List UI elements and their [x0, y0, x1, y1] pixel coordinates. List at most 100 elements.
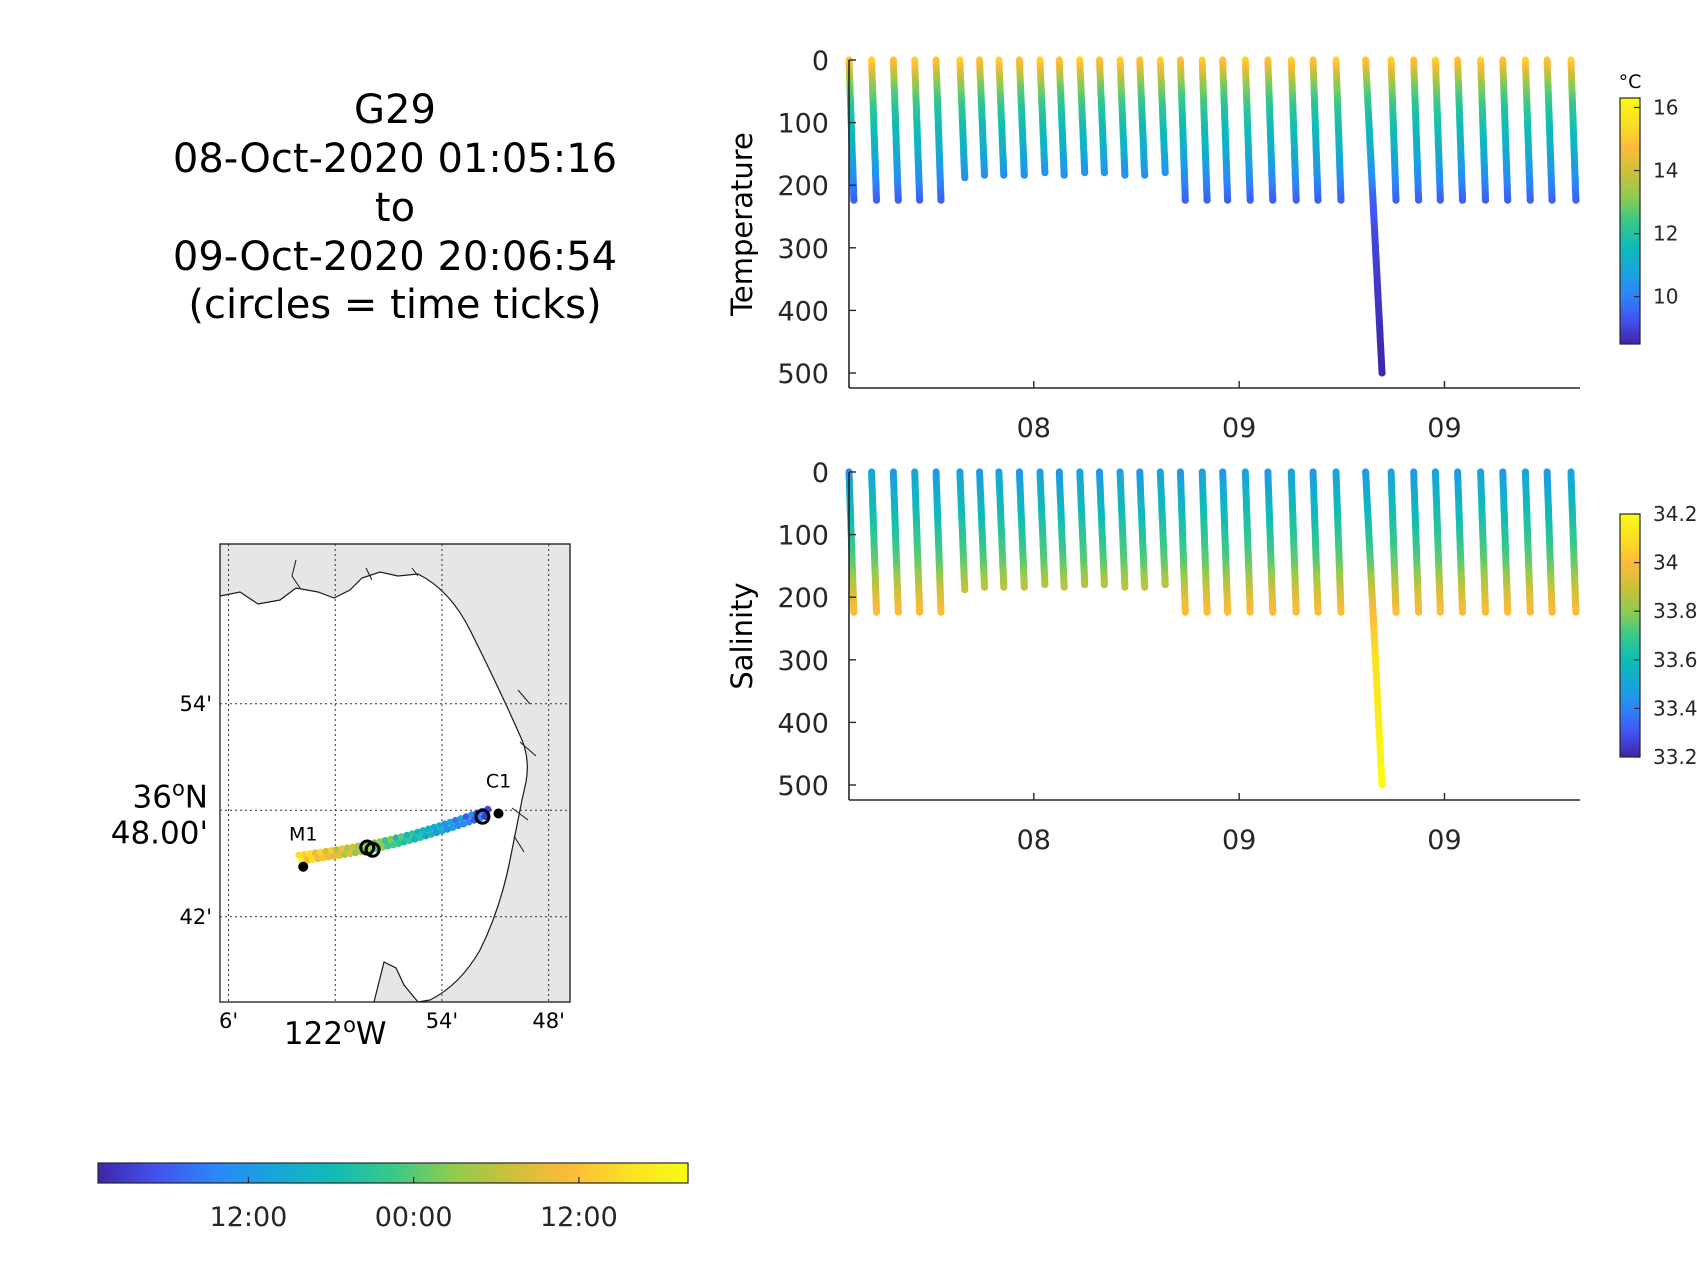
temperature-section-panel: 0 100 200 300 400 500 08 09 09 Temperature °C 1… [725, 46, 1678, 444]
sal-profile-4 [911, 468, 924, 616]
map-lat-label: 42' [180, 905, 213, 929]
station-marker-c1 [493, 808, 504, 819]
sal-sample-point [1000, 583, 1008, 591]
track-point [343, 844, 352, 852]
track-point [300, 850, 308, 859]
track-point [395, 839, 403, 848]
track-point [311, 849, 319, 857]
track-point [338, 845, 346, 853]
temp-profile-34 [1567, 56, 1580, 204]
track-point [481, 812, 489, 821]
temp-sample-point [1504, 196, 1512, 204]
temp-sample-point [1121, 171, 1129, 179]
salinity-x-ticks: 08 09 09 [1017, 793, 1462, 856]
temp-profile-33 [1543, 56, 1556, 204]
map-lat-label: 54' [180, 692, 213, 716]
sal-profile-23 [1309, 468, 1322, 616]
sal-profile-31 [1499, 468, 1512, 616]
title-note: (circles = time ticks) [188, 282, 601, 328]
temp-profile-29 [1454, 56, 1467, 204]
temp-profile-21 [1264, 56, 1277, 204]
temp-profile-4 [911, 56, 924, 204]
sal-profile-10 [1036, 468, 1049, 589]
sal-cbar-tick-label: 33.8 [1653, 599, 1697, 623]
track-point [327, 847, 335, 855]
temp-sample-point [1415, 196, 1423, 204]
track-point [349, 843, 357, 851]
temp-ytick-label: 100 [777, 109, 829, 140]
track-point [422, 832, 430, 840]
track-point [341, 850, 349, 859]
track-point [454, 822, 462, 830]
map-lon-label: 6' [219, 1009, 238, 1033]
temp-sample-point [1041, 169, 1049, 177]
track-point [411, 835, 419, 843]
title-to: to [375, 185, 415, 231]
temp-ytick-label: 300 [777, 234, 829, 265]
sal-profile-12 [1076, 468, 1089, 589]
temp-profile-30 [1477, 56, 1490, 204]
track-point [465, 818, 473, 826]
sal-sample-point [1415, 608, 1423, 616]
temp-sample-point [1436, 196, 1444, 204]
temp-profile-6 [956, 56, 969, 182]
temp-profile-31 [1499, 56, 1512, 204]
sal-profile-22 [1287, 468, 1300, 616]
sal-profile-17 [1176, 468, 1189, 616]
time-cbar-tick-label: 12:00 [540, 1202, 618, 1233]
map-stations: M1 C1 [289, 770, 511, 872]
temp-profile-5 [932, 56, 945, 204]
sal-sample-point [1121, 583, 1129, 591]
temp-profile-18 [1198, 56, 1211, 204]
temp-sample-point [1000, 171, 1008, 179]
temp-cbar-tick-label: 16 [1653, 95, 1678, 119]
sal-sample-point [961, 586, 969, 594]
sal-sample-point [1392, 608, 1400, 616]
temperature-colorbar-unit: °C [1619, 71, 1642, 93]
sal-profile-13 [1095, 468, 1108, 589]
temp-ytick-label: 0 [812, 46, 829, 77]
track-point [295, 851, 303, 859]
track-point [392, 834, 400, 842]
temp-ytick-label: 500 [777, 359, 829, 390]
sal-sample-point [980, 583, 989, 591]
temp-profile-17 [1176, 56, 1189, 204]
sal-profile-19 [1219, 468, 1232, 616]
track-point [316, 848, 325, 856]
map-longitude-labels: 6' 122oW 54' 48' [219, 1009, 565, 1052]
sal-ytick-label: 0 [812, 458, 829, 489]
sal-xtick-label: 09 [1427, 825, 1461, 856]
temp-sample-point [1526, 196, 1534, 204]
temp-cbar-tick-label: 10 [1653, 285, 1678, 309]
temp-sample-point [1314, 196, 1322, 204]
temp-profile-16 [1156, 56, 1169, 177]
sal-sample-point [1060, 583, 1068, 591]
sal-sample-point [1337, 608, 1345, 616]
sal-cbar-tick-label: 34.2 [1653, 502, 1697, 526]
sal-ytick-label: 100 [777, 521, 829, 552]
temp-sample-point [1481, 196, 1490, 204]
temp-profile-25 [1362, 56, 1386, 377]
sal-sample-point [1526, 608, 1534, 616]
track-point [397, 833, 406, 841]
sal-profile-20 [1241, 468, 1254, 616]
sal-profile-2 [868, 468, 881, 616]
sal-sample-point [1181, 608, 1189, 616]
temp-profile-9 [1015, 56, 1028, 179]
sal-sample-point [872, 608, 881, 616]
sal-ytick-label: 200 [777, 583, 829, 614]
track-point [438, 827, 446, 835]
temp-sample-point [850, 196, 858, 204]
sal-sample-point [1246, 608, 1254, 616]
map-lon-label: 54' [426, 1009, 459, 1033]
temp-sample-point [1161, 169, 1169, 177]
sal-sample-point [1100, 581, 1108, 589]
sal-profile-33 [1543, 468, 1556, 616]
monterey-bay-water [220, 571, 528, 1002]
track-point [322, 847, 330, 856]
track-point [303, 856, 311, 864]
sal-xtick-label: 08 [1017, 825, 1051, 856]
sal-profile-25 [1362, 468, 1386, 789]
